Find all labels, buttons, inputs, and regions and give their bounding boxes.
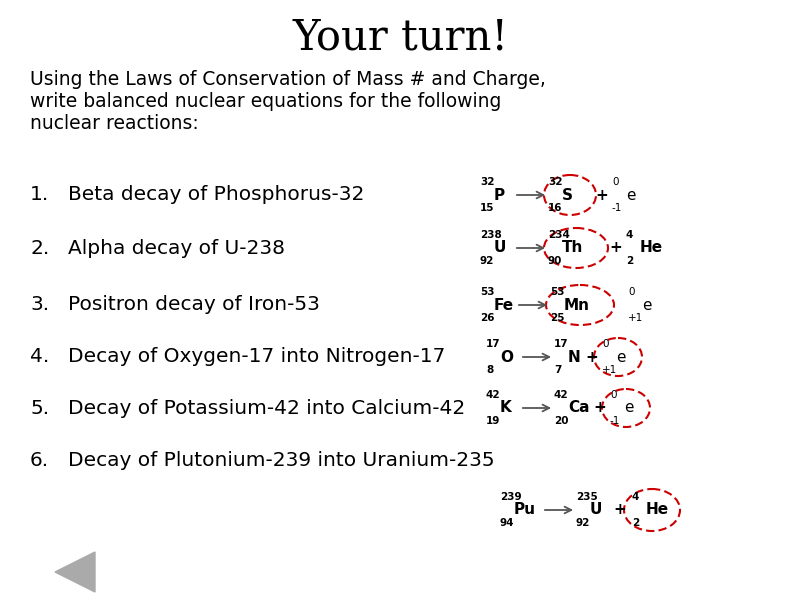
Text: 239: 239 bbox=[500, 492, 522, 502]
Text: 90: 90 bbox=[548, 256, 562, 266]
Text: 2.: 2. bbox=[30, 238, 50, 257]
Text: Th: Th bbox=[562, 241, 583, 256]
Text: 235: 235 bbox=[576, 492, 598, 502]
Text: 17: 17 bbox=[554, 339, 569, 349]
Text: Mn: Mn bbox=[564, 298, 590, 313]
Text: 42: 42 bbox=[486, 390, 501, 400]
Text: 8: 8 bbox=[486, 365, 494, 375]
Text: 32: 32 bbox=[480, 177, 494, 187]
Polygon shape bbox=[55, 552, 95, 592]
Text: +: + bbox=[614, 503, 626, 517]
Text: He: He bbox=[646, 503, 669, 517]
Text: 19: 19 bbox=[486, 416, 500, 426]
Text: 92: 92 bbox=[480, 256, 494, 266]
Text: +1: +1 bbox=[628, 313, 643, 323]
Text: Using the Laws of Conservation of Mass # and Charge,
write balanced nuclear equa: Using the Laws of Conservation of Mass #… bbox=[30, 70, 546, 133]
Text: 234: 234 bbox=[548, 230, 570, 240]
Text: 53: 53 bbox=[550, 287, 565, 297]
Text: e: e bbox=[642, 298, 651, 313]
Text: Positron decay of Iron-53: Positron decay of Iron-53 bbox=[68, 295, 320, 314]
Text: 0: 0 bbox=[602, 339, 609, 349]
Text: 2: 2 bbox=[632, 518, 639, 528]
Text: 4: 4 bbox=[632, 492, 639, 502]
Text: 94: 94 bbox=[500, 518, 514, 528]
Text: 0: 0 bbox=[628, 287, 634, 297]
Text: 1.: 1. bbox=[30, 185, 50, 205]
Text: 2: 2 bbox=[626, 256, 634, 266]
Text: +: + bbox=[586, 349, 598, 364]
Text: 0: 0 bbox=[612, 177, 618, 187]
Text: 5.: 5. bbox=[30, 398, 49, 418]
Text: Decay of Plutonium-239 into Uranium-235: Decay of Plutonium-239 into Uranium-235 bbox=[68, 451, 494, 469]
Text: 17: 17 bbox=[486, 339, 501, 349]
Text: 238: 238 bbox=[480, 230, 502, 240]
Text: Your turn!: Your turn! bbox=[292, 17, 508, 59]
Text: 6.: 6. bbox=[30, 451, 49, 469]
Text: +: + bbox=[594, 401, 606, 415]
Text: 20: 20 bbox=[554, 416, 569, 426]
Text: Decay of Oxygen-17 into Nitrogen-17: Decay of Oxygen-17 into Nitrogen-17 bbox=[68, 347, 446, 367]
Text: S: S bbox=[562, 187, 573, 202]
Text: e: e bbox=[624, 401, 634, 415]
Text: Beta decay of Phosphorus-32: Beta decay of Phosphorus-32 bbox=[68, 185, 364, 205]
Text: -1: -1 bbox=[612, 203, 622, 213]
Text: U: U bbox=[590, 503, 602, 517]
Text: +1: +1 bbox=[602, 365, 618, 375]
Text: 53: 53 bbox=[480, 287, 494, 297]
Text: 15: 15 bbox=[480, 203, 494, 213]
Text: 32: 32 bbox=[548, 177, 562, 187]
Text: 0: 0 bbox=[610, 390, 617, 400]
Text: 25: 25 bbox=[550, 313, 565, 323]
Text: 16: 16 bbox=[548, 203, 562, 213]
Text: 3.: 3. bbox=[30, 295, 49, 314]
Text: He: He bbox=[640, 241, 663, 256]
Text: P: P bbox=[494, 187, 505, 202]
Text: N: N bbox=[568, 349, 581, 364]
Text: +: + bbox=[596, 187, 608, 202]
Text: 7: 7 bbox=[554, 365, 562, 375]
Text: Decay of Potassium-42 into Calcium-42: Decay of Potassium-42 into Calcium-42 bbox=[68, 398, 466, 418]
Text: K: K bbox=[500, 401, 512, 415]
Text: 92: 92 bbox=[576, 518, 590, 528]
Text: 42: 42 bbox=[554, 390, 569, 400]
Text: -1: -1 bbox=[610, 416, 620, 426]
Text: Fe: Fe bbox=[494, 298, 514, 313]
Text: e: e bbox=[626, 187, 635, 202]
Text: e: e bbox=[616, 349, 626, 364]
Text: 4.: 4. bbox=[30, 347, 50, 367]
Text: Alpha decay of U-238: Alpha decay of U-238 bbox=[68, 238, 285, 257]
Text: Pu: Pu bbox=[514, 503, 536, 517]
Text: +: + bbox=[610, 241, 622, 256]
Text: 26: 26 bbox=[480, 313, 494, 323]
Text: U: U bbox=[494, 241, 506, 256]
Text: O: O bbox=[500, 349, 513, 364]
Text: Ca: Ca bbox=[568, 401, 590, 415]
Text: 4: 4 bbox=[626, 230, 634, 240]
